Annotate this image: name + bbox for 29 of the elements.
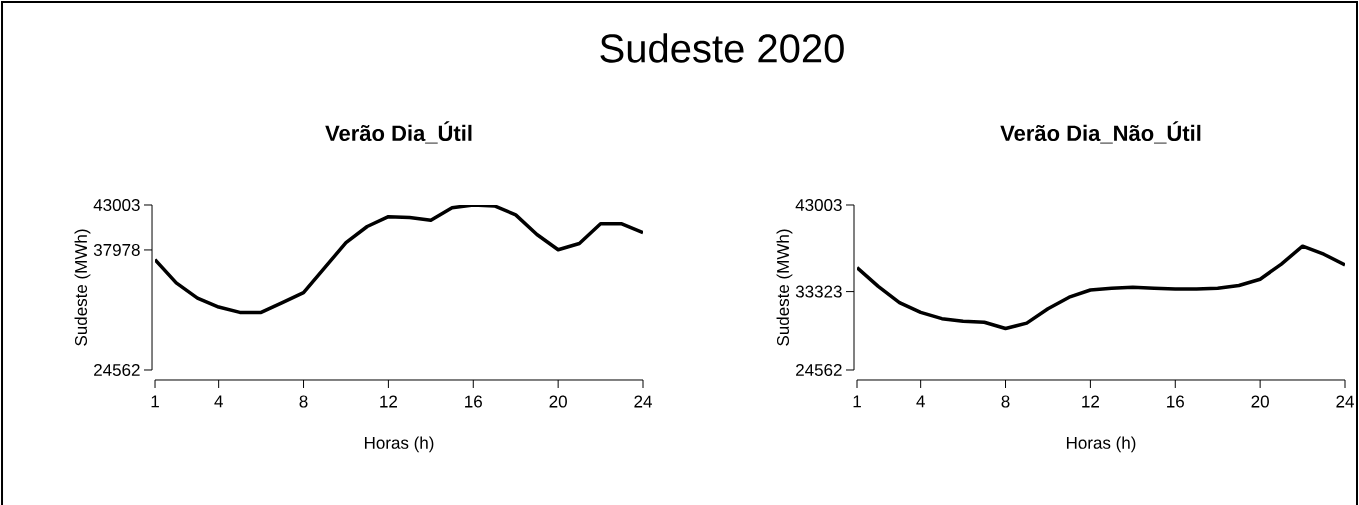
y-tick-label: 43003 [93,198,140,212]
chart-title: Verão Dia_Não_Útil [1000,121,1201,144]
x-axis-title: Horas (h) [1066,436,1136,453]
x-tick-label: 24 [1336,395,1354,408]
x-tick-label: 20 [1251,395,1269,408]
x-tick-label: 1 [853,395,861,408]
x-tick-label: 8 [299,395,308,408]
line-series [155,204,644,315]
y-tick-label: 33323 [795,285,842,298]
x-tick-label: 16 [1167,395,1184,408]
x-tick-label: 12 [1082,395,1099,408]
y-axis-title: Sudeste (MWh) [776,229,793,346]
x-tick-label: 4 [916,395,925,408]
y-axis-title: Sudeste (MWh) [74,229,91,346]
text: Sudeste 2020 [600,33,844,63]
x-tick-label: 24 [634,395,652,408]
y-tick-label: 24562 [94,363,140,377]
x-tick-label: 1 [151,395,159,408]
chart-title: Verão Dia_Útil [325,121,472,144]
y-tick-label: 37978 [93,243,140,256]
x-tick-label: 8 [1001,395,1010,408]
y-tick-label: 43003 [795,198,842,212]
x-axis-title: Horas (h) [364,436,434,453]
x-tick-label: 20 [549,395,567,408]
y-tick-label: 24562 [796,363,842,377]
line-series [857,244,1346,331]
x-tick-label: 16 [465,395,482,408]
x-tick-label: 4 [214,395,223,408]
x-tick-label: 12 [380,395,397,408]
